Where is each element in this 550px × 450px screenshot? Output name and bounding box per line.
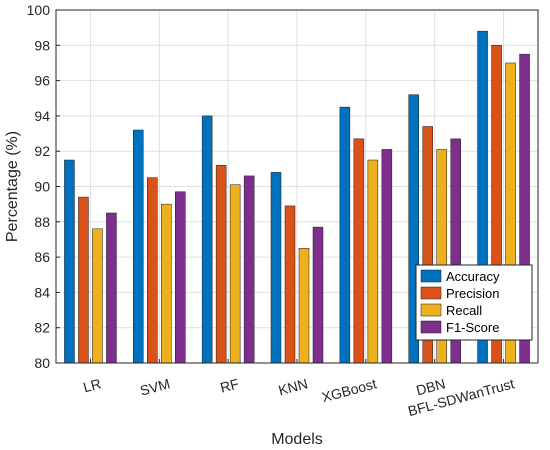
legend-entry: Recall xyxy=(446,303,482,318)
x-tick-label: RF xyxy=(218,375,240,395)
y-axis-title: Percentage (%) xyxy=(4,131,21,242)
y-tick-label: 90 xyxy=(34,179,50,195)
bar-f1-score-knn xyxy=(312,226,324,364)
y-tick-label: 98 xyxy=(34,37,50,53)
legend-swatch xyxy=(420,320,442,334)
y-tick-label: 84 xyxy=(34,284,50,300)
legend-entry: Accuracy xyxy=(446,269,500,284)
bar-f1-score-rf xyxy=(243,175,255,364)
y-tick-label: 86 xyxy=(34,249,50,265)
bar-f1-score-lr xyxy=(106,212,117,364)
y-tick-label: 82 xyxy=(34,320,50,336)
y-tick-label: 88 xyxy=(34,214,50,230)
legend-entry: Precision xyxy=(446,286,499,301)
plot-frame xyxy=(55,9,539,364)
x-tick-label: LR xyxy=(81,375,102,395)
bar-recall-svm xyxy=(161,203,172,364)
y-tick-label: 100 xyxy=(27,2,51,18)
bar-precision-knn xyxy=(284,205,296,364)
y-tick-labels: 80 82 84 86 88 90 92 94 96 98 100 xyxy=(27,2,51,371)
x-tick-label: DBN xyxy=(414,375,447,398)
bar-precision-xgboost xyxy=(353,138,365,364)
bar-precision-lr xyxy=(78,196,89,364)
bar-accuracy-knn xyxy=(270,172,282,364)
bar-f1-score-svm xyxy=(175,191,186,364)
legend-swatch xyxy=(420,269,442,283)
legend: Accuracy Precision Recall F1-Score xyxy=(415,264,533,341)
bars-layer xyxy=(64,30,530,364)
bar-accuracy-svm xyxy=(133,129,144,364)
bar-recall-knn xyxy=(298,248,310,364)
bar-precision-svm xyxy=(147,177,158,364)
bar-recall-rf xyxy=(229,184,241,364)
bar-recall-xgboost xyxy=(367,159,379,364)
bar-accuracy-xgboost xyxy=(339,106,351,364)
y-tick-label: 92 xyxy=(34,143,50,159)
bar-f1-score-xgboost xyxy=(381,149,393,364)
y-tick-label: 96 xyxy=(34,73,50,89)
x-tick-label: KNN xyxy=(277,375,310,398)
legend-swatch xyxy=(420,286,442,300)
x-axis-title: Models xyxy=(271,431,323,448)
x-tick-label: XGBoost xyxy=(320,375,378,405)
y-tick-label: 94 xyxy=(34,108,50,124)
bar-recall-lr xyxy=(92,228,103,364)
y-tick-label: 80 xyxy=(34,355,50,371)
x-tick-label: SVM xyxy=(138,375,171,398)
bar-precision-rf xyxy=(215,165,227,364)
legend-swatch xyxy=(420,303,442,317)
legend-entry: F1-Score xyxy=(446,320,499,335)
bar-accuracy-lr xyxy=(64,159,75,364)
bar-accuracy-rf xyxy=(201,115,213,364)
